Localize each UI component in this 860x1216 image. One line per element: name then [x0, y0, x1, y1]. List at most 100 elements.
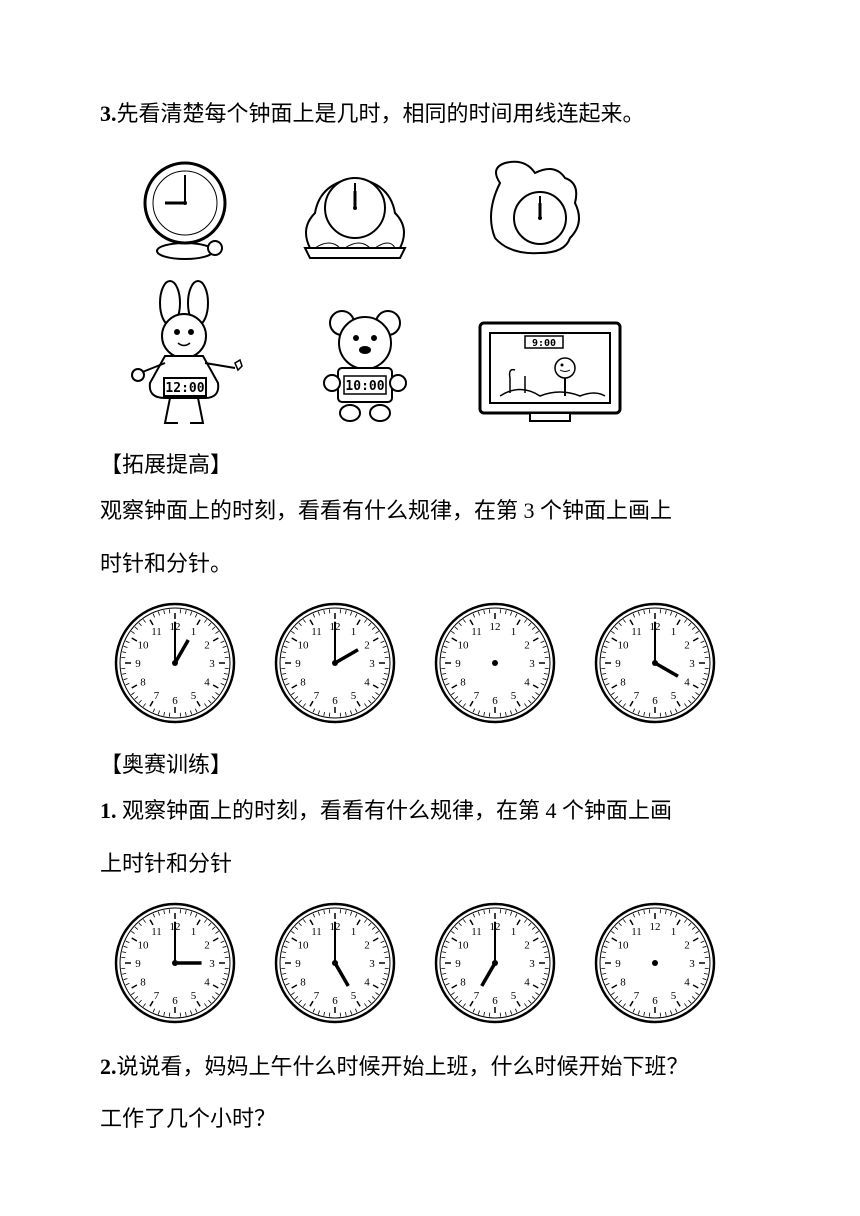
q3-text: 3.先看清楚每个钟面上是几时，相同的时间用线连起来。 — [100, 90, 760, 138]
svg-text:10: 10 — [617, 939, 629, 951]
svg-text:12:00: 12:00 — [165, 381, 204, 396]
svg-text:2: 2 — [364, 640, 370, 652]
mantel-clock — [290, 153, 420, 263]
svg-text:8: 8 — [300, 677, 306, 689]
svg-text:9: 9 — [455, 958, 461, 970]
svg-text:7: 7 — [154, 690, 160, 702]
analog-clock-row — [130, 153, 760, 263]
svg-text:8: 8 — [300, 976, 306, 988]
svg-text:2: 2 — [204, 640, 210, 652]
svg-text:4: 4 — [364, 677, 370, 689]
digital-clock-row: 12:00 10:00 9:00 — [120, 278, 760, 428]
svg-text:9:00: 9:00 — [532, 338, 556, 349]
svg-text:12: 12 — [650, 921, 661, 933]
svg-text:1: 1 — [191, 926, 197, 938]
svg-text:11: 11 — [151, 926, 162, 938]
svg-text:11: 11 — [631, 926, 642, 938]
clock-row-1: 1234567891011121234567891011121234567891… — [110, 598, 760, 733]
svg-text:2: 2 — [204, 939, 210, 951]
svg-text:9: 9 — [135, 958, 141, 970]
svg-text:1: 1 — [511, 626, 517, 638]
svg-text:7: 7 — [634, 990, 640, 1002]
svg-text:6: 6 — [652, 995, 658, 1007]
q1-body: 观察钟面上的时刻，看看有什么规律，在第 4 个钟面上画 — [117, 798, 673, 823]
svg-text:5: 5 — [511, 990, 517, 1002]
svg-text:1: 1 — [191, 626, 197, 638]
section2-q1: 1. 观察钟面上的时刻，看看有什么规律，在第 4 个钟面上画 — [100, 787, 760, 835]
q2-number: 2. — [100, 1054, 117, 1079]
svg-text:8: 8 — [620, 677, 626, 689]
svg-text:1: 1 — [671, 626, 677, 638]
svg-text:10: 10 — [457, 939, 469, 951]
tv-digital: 9:00 — [470, 308, 630, 428]
svg-text:1: 1 — [351, 626, 357, 638]
svg-text:4: 4 — [524, 677, 530, 689]
svg-text:10: 10 — [297, 640, 309, 652]
analog-clock: 123456789101112 — [430, 898, 560, 1033]
svg-text:12: 12 — [490, 621, 501, 633]
analog-clock: 123456789101112 — [110, 598, 240, 733]
svg-text:4: 4 — [684, 976, 690, 988]
svg-text:8: 8 — [620, 976, 626, 988]
svg-text:10: 10 — [457, 640, 469, 652]
q2-line2: 工作了几个小时？ — [100, 1095, 760, 1143]
svg-text:5: 5 — [351, 990, 357, 1002]
svg-text:7: 7 — [474, 990, 480, 1002]
svg-text:10: 10 — [137, 640, 149, 652]
svg-text:8: 8 — [140, 677, 146, 689]
svg-text:9: 9 — [615, 958, 621, 970]
svg-text:9: 9 — [295, 958, 301, 970]
svg-text:8: 8 — [460, 677, 466, 689]
svg-text:1: 1 — [511, 926, 517, 938]
analog-clock: 123456789101112 — [590, 898, 720, 1033]
analog-clock: 123456789101112 — [590, 598, 720, 733]
svg-text:3: 3 — [529, 958, 535, 970]
svg-text:10: 10 — [297, 939, 309, 951]
rabbit-digital: 12:00 — [120, 278, 260, 428]
q3-body: 先看清楚每个钟面上是几时，相同的时间用线连起来。 — [117, 101, 645, 126]
svg-text:4: 4 — [204, 677, 210, 689]
svg-text:8: 8 — [460, 976, 466, 988]
svg-text:3: 3 — [209, 658, 215, 670]
alarm-clock-1 — [130, 153, 240, 263]
svg-text:6: 6 — [172, 695, 178, 707]
svg-text:1: 1 — [351, 926, 357, 938]
svg-text:3: 3 — [369, 658, 375, 670]
section1-line2: 时针和分针。 — [100, 540, 760, 588]
svg-text:4: 4 — [204, 976, 210, 988]
svg-text:5: 5 — [191, 990, 197, 1002]
svg-text:5: 5 — [351, 690, 357, 702]
svg-text:6: 6 — [332, 695, 338, 707]
svg-text:6: 6 — [172, 995, 178, 1007]
svg-text:2: 2 — [684, 640, 690, 652]
svg-text:7: 7 — [474, 690, 480, 702]
svg-text:11: 11 — [151, 626, 162, 638]
analog-clock: 123456789101112 — [270, 598, 400, 733]
svg-text:11: 11 — [471, 626, 482, 638]
svg-text:2: 2 — [364, 939, 370, 951]
svg-text:11: 11 — [471, 926, 482, 938]
svg-text:10:00: 10:00 — [345, 379, 384, 394]
analog-clock: 123456789101112 — [110, 898, 240, 1033]
svg-text:7: 7 — [314, 990, 320, 1002]
q2-line1: 2.说说看，妈妈上午什么时候开始上班，什么时候开始下班？ — [100, 1043, 760, 1091]
svg-text:11: 11 — [631, 626, 642, 638]
svg-text:3: 3 — [209, 958, 215, 970]
svg-text:6: 6 — [652, 695, 658, 707]
analog-clock: 123456789101112 — [430, 598, 560, 733]
svg-text:10: 10 — [137, 939, 149, 951]
svg-text:9: 9 — [615, 658, 621, 670]
svg-text:3: 3 — [689, 658, 695, 670]
svg-text:4: 4 — [684, 677, 690, 689]
analog-clock: 123456789101112 — [270, 898, 400, 1033]
svg-text:4: 4 — [364, 976, 370, 988]
section2-q1-line2: 上时针和分针 — [100, 840, 760, 888]
svg-text:3: 3 — [689, 958, 695, 970]
section2-title: 【奥赛训练】 — [100, 743, 760, 787]
bear-digital: 10:00 — [300, 298, 430, 428]
svg-text:1: 1 — [671, 926, 677, 938]
svg-text:5: 5 — [511, 690, 517, 702]
clock-row-2: 1234567891011121234567891011121234567891… — [110, 898, 760, 1033]
q3-number: 3. — [100, 101, 117, 126]
svg-text:5: 5 — [671, 990, 677, 1002]
